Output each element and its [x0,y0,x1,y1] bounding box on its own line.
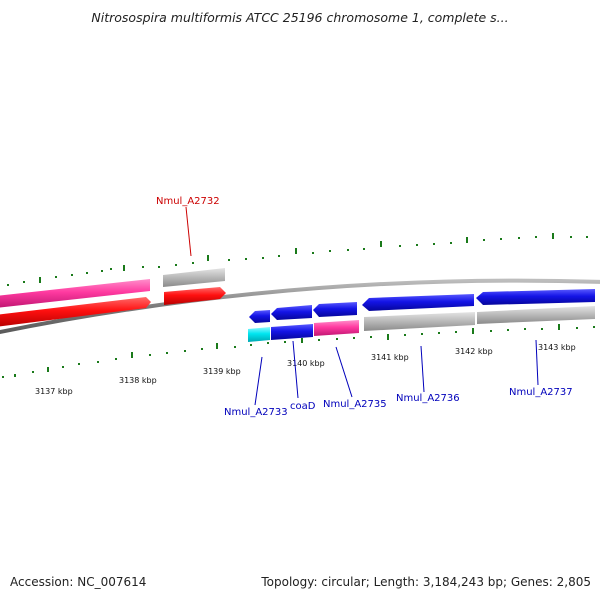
gene-label-nmul-a2733[interactable]: Nmul_A2733 [224,407,288,418]
tick-label-3142: 3142 kbp [455,347,493,356]
tick-row-bottom [2,324,595,378]
gene-arrow-red-left[interactable] [0,297,151,327]
tick-label-3137: 3137 kbp [35,387,73,396]
genome-summary-text: Topology: circular; Length: 3,184,243 bp… [261,575,591,589]
tick-label-3143: 3143 kbp [538,343,576,352]
gene-bar-pink-left[interactable] [0,279,150,308]
tick-label-3141: 3141 kbp [371,353,409,362]
map-title: Nitrosospira multiformis ATCC 25196 chro… [91,10,509,25]
leader-lines [185,206,539,406]
gene-label-nmul-a2736[interactable]: Nmul_A2736 [396,393,460,404]
gene-label-nmul-a2732[interactable]: Nmul_A2732 [156,196,220,207]
gene-label-nmul-a2737[interactable]: Nmul_A2737 [509,387,573,398]
gene-label-coad[interactable]: coaD [290,401,316,412]
gene-arrow-nmul-a2737[interactable] [476,289,595,305]
tick-label-3140: 3140 kbp [287,359,325,368]
gene-bar-pink-inner[interactable] [314,320,359,336]
gene-arrow-coad[interactable] [271,305,312,320]
gene-bar-gray-left[interactable] [163,268,225,287]
gene-bar-blue-inner[interactable] [271,324,313,340]
accession-text: Accession: NC_007614 [10,575,147,589]
tick-label-3139: 3139 kbp [203,367,241,376]
gene-label-nmul-a2735[interactable]: Nmul_A2735 [323,399,387,410]
gene-arrow-nmul-a2735[interactable] [313,302,357,317]
gene-bar-gray-inner-1[interactable] [364,312,475,331]
tick-label-3138: 3138 kbp [119,376,157,385]
gene-bar-cyan[interactable] [248,327,270,342]
genome-backbone [0,278,600,335]
gene-arrow-nmul-a2732[interactable] [164,287,226,305]
gene-bar-gray-inner-2[interactable] [477,306,595,324]
tick-row-top [7,233,588,286]
gene-arrow-nmul-a2736[interactable] [362,294,474,311]
gene-arrow-nmul-a2733[interactable] [249,310,270,323]
